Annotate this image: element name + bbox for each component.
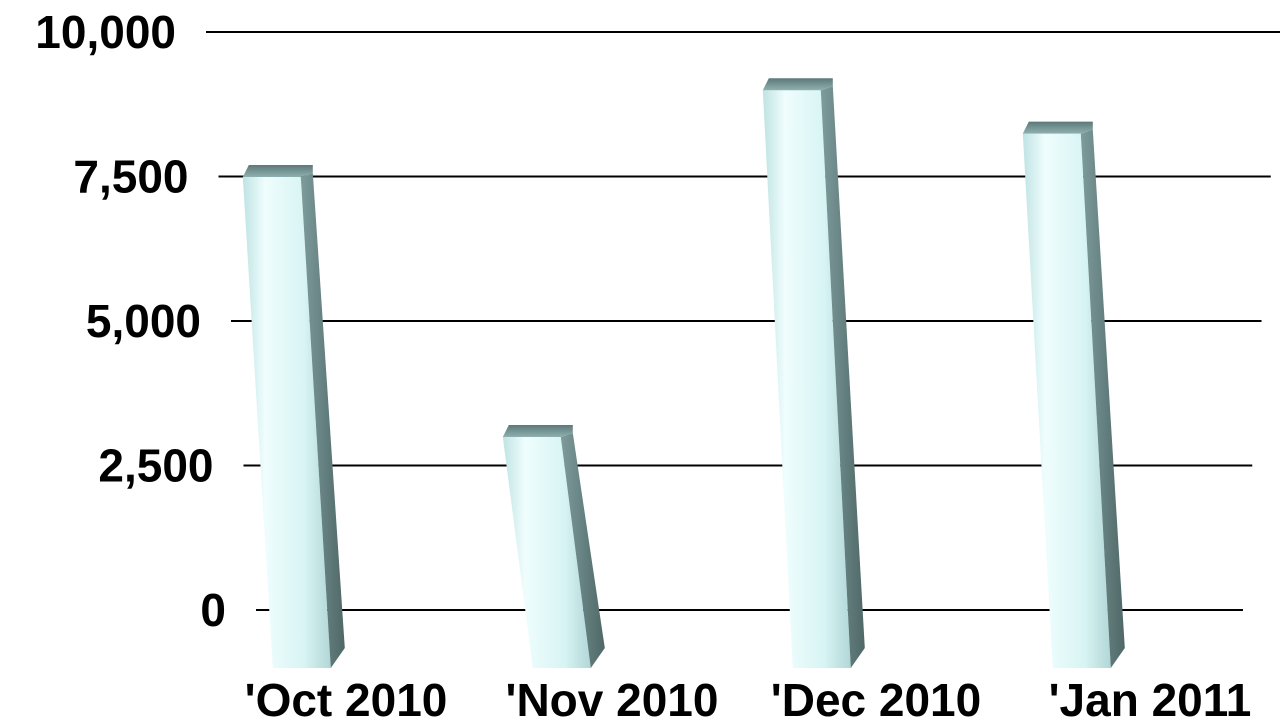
bar [763,78,865,668]
y-tick-label: 0 [200,584,226,636]
x-axis-category-labels: 'Oct 2010 'Nov 2010 'Dec 2010 'Jan 2011 [245,674,1252,726]
x-category-label: 'Dec 2010 [771,674,981,726]
bar [243,165,345,668]
gridlines [206,32,1280,610]
bar-top-cap [763,78,833,90]
y-tick-label: 5,000 [86,295,201,347]
y-tick-label: 2,500 [98,440,213,492]
bar-top-cap [1023,122,1093,134]
bar [1023,122,1125,668]
x-category-label: 'Jan 2011 [1049,674,1252,726]
x-category-label: 'Oct 2010 [245,674,448,726]
y-axis-tick-labels: 0 2,500 5,000 7,500 10,000 [35,6,226,636]
x-category-label: 'Nov 2010 [506,674,719,726]
bar-top-cap [243,165,313,177]
bar [503,425,605,668]
bar-top-cap [503,425,573,437]
y-tick-label: 7,500 [73,151,188,203]
bars [243,78,1125,668]
y-tick-label: 10,000 [35,6,176,58]
